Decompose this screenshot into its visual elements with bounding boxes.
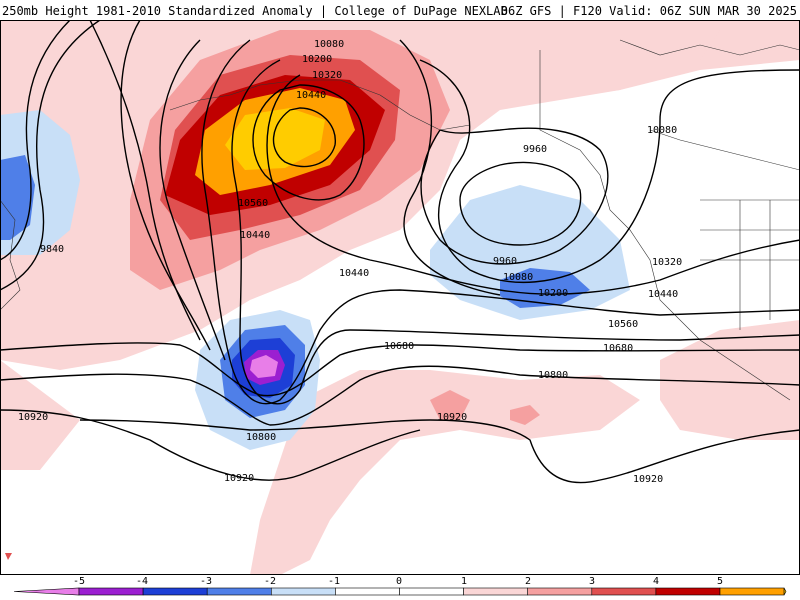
colorbar-tick-label: -1	[328, 576, 340, 587]
contour-label: 10080	[647, 125, 677, 136]
contour-label: 10080	[314, 39, 344, 50]
anomaly-region	[0, 155, 35, 240]
contour-label: 10200	[538, 288, 568, 299]
contour-label: 10320	[312, 70, 342, 81]
colorbar-tick-label: -2	[264, 576, 276, 587]
contour-label: 10320	[652, 257, 682, 268]
contour-label: 10920	[18, 412, 48, 423]
colorbar-segments	[13, 587, 787, 596]
anomaly-region	[250, 370, 640, 575]
contour-labels: 10080 10200 10320 10440 10560 10440 9840…	[18, 39, 682, 485]
colorbar-segment	[463, 587, 529, 596]
colorbar-segment	[591, 587, 657, 596]
colorbar-segment	[527, 587, 593, 596]
colorbar-segment	[270, 587, 336, 596]
colorbar-segment	[399, 587, 464, 596]
coastlines	[0, 39, 800, 401]
marker-triangle	[5, 553, 12, 560]
colorbar-arrow-right	[783, 587, 787, 596]
contour-label: 10680	[384, 341, 414, 352]
model-valid-time: 06Z GFS | F120 Valid: 06Z SUN MAR 30 202…	[500, 4, 797, 18]
contour-label: 10560	[238, 198, 268, 209]
colorbar-tick-label: 1	[461, 576, 467, 587]
contour-label: 10920	[633, 474, 663, 485]
contour-label: 10440	[339, 268, 369, 279]
anomaly-region	[510, 405, 540, 425]
contour-label: 9960	[493, 256, 517, 267]
colorbar-tick-label: -3	[200, 576, 212, 587]
contour-label: 10800	[246, 432, 276, 443]
contour-label: 9960	[523, 144, 547, 155]
colorbar-arrow-left	[13, 587, 80, 596]
colorbar: -5 -4 -3 -2 -1 0 1 2 3 4 5	[13, 576, 787, 596]
colorbar-segment	[78, 587, 144, 596]
colorbar-tick-label: 5	[717, 576, 723, 587]
colorbar-segment	[655, 587, 721, 596]
contour-label: 10440	[240, 230, 270, 241]
anomaly-region	[225, 108, 325, 170]
contour-label: 10560	[608, 319, 638, 330]
anomaly-region	[430, 390, 470, 420]
anomaly-region	[440, 30, 720, 100]
map-title: 250mb Height 1981-2010 Standardized Anom…	[2, 4, 508, 18]
colorbar-tick-label: 3	[589, 576, 595, 587]
contour-label: 10920	[224, 473, 254, 484]
anomaly-map: 10080 10200 10320 10440 10560 10440 9840…	[0, 20, 800, 575]
colorbar-segment	[719, 587, 785, 596]
contour-label: 10800	[538, 370, 568, 381]
colorbar-ticks: -5 -4 -3 -2 -1 0 1 2 3 4 5	[73, 576, 723, 587]
colorbar-tick-label: 2	[525, 576, 531, 587]
height-contours	[0, 20, 800, 484]
anomaly-region	[0, 360, 80, 470]
colorbar-segment	[206, 587, 272, 596]
anomaly-region	[250, 355, 278, 378]
colorbar-tick-label: 4	[653, 576, 659, 587]
colorbar-segment	[335, 587, 400, 596]
contour-label: 10440	[296, 90, 326, 101]
colorbar-tick-label: 0	[396, 576, 402, 587]
contour-label: 9840	[40, 244, 64, 255]
contour-label: 10200	[302, 54, 332, 65]
colorbar-tick-label: -4	[136, 576, 148, 587]
contour-label: 10920	[437, 412, 467, 423]
colorbar-tick-label: -5	[73, 576, 85, 587]
anomaly-region	[500, 268, 590, 308]
contour-label: 10440	[648, 289, 678, 300]
colorbar-segment	[142, 587, 208, 596]
contour-label: 10680	[603, 343, 633, 354]
contour-label: 10080	[503, 272, 533, 283]
